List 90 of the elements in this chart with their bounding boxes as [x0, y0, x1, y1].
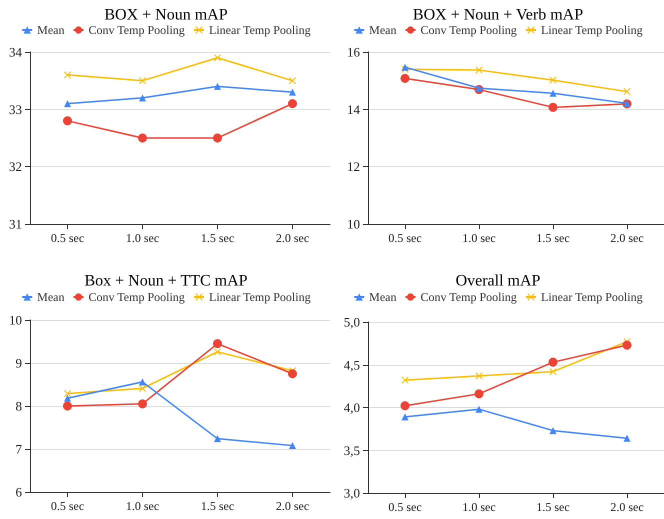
y-tick-label: 3,0 — [344, 486, 360, 500]
x-tick-label: 2.0 sec — [610, 231, 644, 245]
point — [63, 402, 72, 410]
point — [288, 369, 297, 378]
x-tick-label: 1.5 sec — [536, 500, 570, 514]
x-tick-label: 1.5 sec — [200, 231, 234, 245]
x-tick-label: 1.5 sec — [200, 499, 234, 513]
x-tick-label: 0.5 sec — [388, 231, 422, 245]
x-tick-label: 2.0 sec — [276, 499, 310, 513]
point — [64, 394, 71, 402]
point — [289, 88, 296, 96]
x-tick-label: 2.0 sec — [276, 231, 310, 245]
legend-label: Linear Temp Pooling — [541, 290, 643, 304]
y-tick-label: 3,5 — [344, 442, 360, 458]
x-tick-label: 1.0 sec — [126, 231, 160, 245]
y-tick-label: 8 — [16, 398, 22, 414]
legend-label: Mean — [37, 290, 65, 304]
point — [400, 401, 410, 410]
y-tick-label: 4,5 — [344, 357, 360, 372]
point — [550, 427, 556, 434]
legend-label: Conv Temp Pooling — [420, 23, 517, 37]
point — [402, 376, 408, 384]
point — [213, 134, 222, 142]
x-tick-label: 1.5 sec — [536, 231, 570, 245]
point — [548, 102, 558, 112]
legend-label: Conv Temp Pooling — [88, 290, 185, 304]
y-tick-label: 6 — [16, 484, 22, 500]
point — [64, 71, 71, 78]
legend-label: Conv Temp Pooling — [88, 23, 185, 37]
point — [550, 368, 556, 376]
y-tick-label: 10 — [347, 216, 360, 232]
point — [139, 77, 146, 84]
point — [213, 339, 222, 348]
x-tick-label: 1.0 sec — [126, 499, 160, 513]
y-tick-label: 31 — [9, 216, 22, 232]
point — [624, 88, 630, 96]
point — [138, 134, 147, 142]
legend-label: Mean — [369, 290, 397, 304]
y-tick-label: 5,0 — [344, 314, 360, 330]
point — [550, 76, 556, 84]
y-tick-label: 34 — [9, 44, 22, 60]
point — [550, 90, 556, 97]
point — [476, 372, 482, 380]
x-tick-label: 2.0 sec — [610, 500, 644, 514]
legend-label: Linear Temp Pooling — [541, 23, 643, 37]
y-tick-label: 7 — [16, 442, 22, 456]
x-tick-label: 1.0 sec — [462, 500, 496, 514]
point — [63, 116, 72, 126]
point — [476, 66, 482, 74]
point — [622, 340, 632, 350]
y-tick-label: 33 — [9, 102, 22, 117]
y-tick-label: 32 — [9, 159, 22, 174]
point — [474, 389, 484, 398]
legend-label: Mean — [369, 23, 397, 37]
y-tick-label: 9 — [16, 356, 22, 370]
point — [400, 74, 410, 83]
legend-label: Linear Temp Pooling — [209, 23, 311, 37]
legend-label: Linear Temp Pooling — [209, 290, 311, 304]
point — [139, 378, 146, 386]
legend-label: Mean — [37, 23, 65, 37]
point — [214, 435, 221, 442]
point — [214, 348, 221, 356]
point — [548, 358, 558, 367]
x-tick-label: 0.5 sec — [50, 499, 84, 513]
chart-title: BOX + Noun + Verb mAP — [412, 6, 584, 24]
legend-label: Conv Temp Pooling — [420, 290, 517, 304]
chart-title: Overall mAP — [456, 272, 541, 290]
point — [288, 99, 297, 108]
point — [139, 94, 146, 102]
point — [64, 100, 71, 108]
point — [138, 399, 147, 408]
chart-title: BOX + Noun mAP — [104, 6, 228, 24]
point — [402, 413, 408, 420]
point — [139, 384, 146, 392]
point — [476, 84, 482, 92]
y-tick-label: 14 — [347, 102, 360, 117]
point — [214, 82, 221, 90]
x-tick-label: 0.5 sec — [388, 500, 422, 514]
x-tick-label: 1.0 sec — [462, 231, 496, 245]
point — [289, 442, 296, 450]
chart-title: Box + Noun + TTC mAP — [84, 272, 248, 290]
point — [64, 390, 71, 398]
point — [624, 434, 630, 442]
point — [476, 406, 482, 413]
x-tick-label: 0.5 sec — [50, 231, 84, 245]
point — [289, 77, 296, 84]
y-tick-label: 16 — [347, 44, 360, 60]
y-tick-label: 10 — [9, 312, 22, 328]
y-tick-label: 4,0 — [344, 400, 360, 415]
y-tick-label: 12 — [347, 159, 360, 174]
